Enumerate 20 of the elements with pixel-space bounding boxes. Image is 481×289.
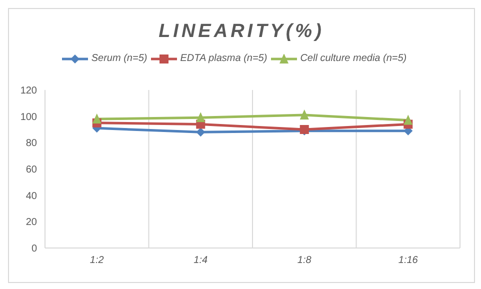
point — [404, 114, 413, 125]
legend-label: Cell culture media (n=5) — [300, 53, 407, 64]
x-tick-label: 1:8 — [297, 255, 312, 266]
y-tick-label: 20 — [26, 217, 38, 228]
x-tick-label: 1:16 — [398, 255, 418, 266]
chart-title: LINEARITY(%) — [158, 21, 326, 43]
x-tick-label: 1:2 — [90, 255, 104, 266]
y-tick-label: 0 — [31, 244, 38, 255]
point — [196, 112, 206, 122]
legend-label: EDTA plasma (n=5) — [180, 53, 268, 64]
y-tick-label: 120 — [20, 86, 38, 97]
point — [196, 128, 206, 137]
point — [92, 113, 102, 124]
y-tick-label: 40 — [26, 190, 38, 202]
x-tick-label: 1:4 — [194, 255, 208, 266]
y-tick-label: 100 — [20, 112, 38, 123]
y-tick-label: 80 — [26, 138, 38, 150]
point — [300, 110, 309, 120]
legend-label: Serum (n=5) — [91, 53, 148, 64]
y-tick-label: 60 — [26, 164, 38, 176]
